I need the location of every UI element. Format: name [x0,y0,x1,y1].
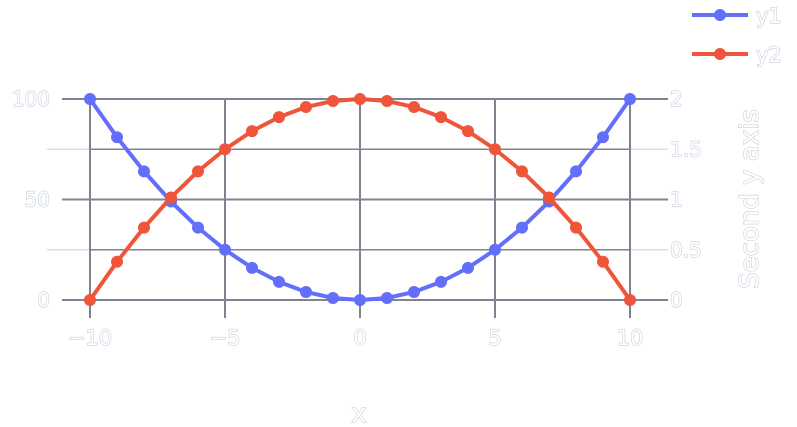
series-y1 [84,93,636,306]
legend-swatch-marker [714,9,726,21]
y2-tick-label: 1.5 [670,137,702,161]
legend-label: y1 [756,4,782,28]
data-point-y2[interactable] [516,165,528,178]
data-point-y1[interactable] [381,291,393,304]
data-point-y2[interactable] [246,125,258,138]
legend[interactable]: y1 y2 [692,3,782,68]
data-point-y2[interactable] [597,255,609,268]
data-point-y2[interactable] [327,95,339,108]
data-point-y1[interactable] [462,261,474,274]
data-point-y1[interactable] [111,131,123,144]
data-point-y1[interactable] [192,221,204,234]
x-tick-label: −5 [210,326,241,350]
legend-item-y1[interactable]: y1 [692,3,782,29]
data-point-y1[interactable] [624,93,636,105]
data-point-y2[interactable] [192,165,204,178]
data-point-y2[interactable] [219,143,231,156]
data-point-y1[interactable] [273,275,285,288]
x-axis-title: x [351,399,366,427]
data-point-y2[interactable] [111,255,123,268]
data-point-y1[interactable] [435,275,447,288]
y2-axis-ticks: 0 0.5 1 1.5 2 [669,86,702,312]
data-point-y1[interactable] [219,243,231,256]
data-point-y1[interactable] [84,93,96,105]
data-point-y2[interactable] [543,191,555,204]
data-point-y1[interactable] [570,165,582,178]
data-point-y1[interactable] [408,285,420,298]
data-point-y2[interactable] [408,101,420,114]
y2-tick-label: 0 [670,288,683,312]
legend-item-y2[interactable]: y2 [692,42,782,68]
y2-axis-title: Second y axis [735,109,765,289]
data-point-y1[interactable] [246,261,258,274]
data-point-y2[interactable] [489,143,501,156]
legend-swatch-marker [714,48,726,60]
y-tick-label: 50 [25,188,50,212]
data-point-y1[interactable] [354,294,366,306]
data-point-y2[interactable] [435,111,447,124]
data-point-y2[interactable] [165,191,177,204]
data-point-y2[interactable] [570,221,582,234]
x-tick-label: −10 [68,326,112,350]
data-point-y1[interactable] [327,291,339,304]
data-point-y2[interactable] [381,95,393,108]
y-axis-ticks: 0 50 100 [11,86,50,312]
data-point-y2[interactable] [462,125,474,138]
data-point-y1[interactable] [300,285,312,298]
data-point-y2[interactable] [138,221,150,234]
data-point-y2[interactable] [300,101,312,114]
x-tick-label: 0 [353,326,366,350]
data-point-y2[interactable] [624,294,636,306]
x-tick-label: 10 [617,326,644,350]
x-tick-label: 5 [488,326,501,350]
y2-tick-label: 2 [670,87,683,111]
data-point-y1[interactable] [516,221,528,234]
data-point-y1[interactable] [489,243,501,256]
series-y2 [84,93,636,306]
grid [47,98,668,318]
series [84,93,636,306]
y2-tick-label: 1 [670,188,683,212]
data-point-y1[interactable] [597,131,609,144]
legend-label: y2 [756,43,782,67]
data-point-y2[interactable] [273,111,285,124]
y-tick-label: 0 [37,288,50,312]
y2-tick-label: 0.5 [670,238,702,262]
x-axis-ticks: −10 −5 0 5 10 [67,325,644,350]
data-point-y2[interactable] [354,93,366,105]
y-tick-label: 100 [12,87,50,111]
data-point-y1[interactable] [138,165,150,178]
data-point-y2[interactable] [84,294,96,306]
